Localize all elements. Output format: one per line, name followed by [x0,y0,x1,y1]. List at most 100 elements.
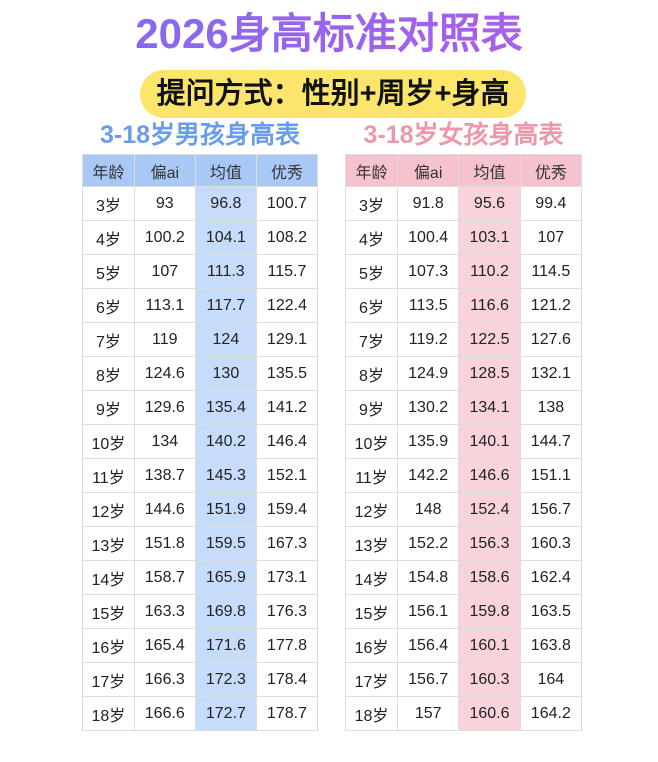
table-row: 16岁 165.4 171.6 177.8 [82,628,319,663]
table-row: 11岁 142.2 146.6 151.1 [345,458,583,493]
table-cell: 151.1 [519,458,583,493]
table-cell: 135.4 [194,390,257,425]
table-cell: 160.3 [519,526,583,561]
table-row: 15岁 156.1 159.8 163.5 [345,594,583,629]
table-cell: 111.3 [194,254,257,289]
table-row: 4岁 100.4 103.1 107 [345,220,583,255]
table-row: 8岁 124.9 128.5 132.1 [345,356,583,391]
table-cell: 100.4 [396,220,460,255]
table-cell: 107.3 [396,254,460,289]
table-cell: 117.7 [194,288,257,323]
table-cell: 169.8 [194,594,257,629]
table-cell: 93 [133,186,196,221]
table-cell: 173.1 [255,560,319,595]
table-cell: 110.2 [458,254,521,289]
table-cell: 100.2 [133,220,196,255]
table-cell: 158.6 [458,560,521,595]
table-cell: 140.2 [194,424,257,459]
table-row: 14岁 154.8 158.6 162.4 [345,560,583,595]
table-row: 16岁 156.4 160.1 163.8 [345,628,583,663]
table-row: 7岁 119.2 122.5 127.6 [345,322,583,357]
table-cell: 132.1 [519,356,583,391]
table-cell: 172.3 [194,662,257,697]
table-cell: 145.3 [194,458,257,493]
table-cell: 18岁 [82,696,135,731]
table-cell: 159.5 [194,526,257,561]
table-cell: 4岁 [82,220,135,255]
table-cell: 163.8 [519,628,583,663]
table-cell: 151.9 [194,492,257,527]
table-cell: 176.3 [255,594,319,629]
table-cell: 157 [396,696,460,731]
table-cell: 107 [133,254,196,289]
table-cell: 9岁 [345,390,398,425]
column-header: 偏ai [396,154,460,187]
table-cell: 18岁 [345,696,398,731]
table-cell: 171.6 [194,628,257,663]
table-cell: 116.6 [458,288,521,323]
table-row: 13岁 151.8 159.5 167.3 [82,526,319,561]
table-cell: 159.4 [255,492,319,527]
table-cell: 16岁 [82,628,135,663]
table-cell: 156.4 [396,628,460,663]
table-cell: 115.7 [255,254,319,289]
table-cell: 162.4 [519,560,583,595]
table-cell: 99.4 [519,186,583,221]
table-row: 4岁 100.2 104.1 108.2 [82,220,319,255]
table-row: 9岁 130.2 134.1 138 [345,390,583,425]
table-cell: 144.6 [133,492,196,527]
column-header: 年龄 [345,154,398,187]
table-row: 7岁 119 124 129.1 [82,322,319,357]
table-cell: 127.6 [519,322,583,357]
table-cell: 163.5 [519,594,583,629]
table-cell: 124.6 [133,356,196,391]
table-cell: 156.3 [458,526,521,561]
boys-table: 年龄 偏ai 均值 优秀 3岁 93 96.8 100.7 4岁 100.2 104.1 108.2 5… [82,154,319,731]
table-row: 10岁 135.9 140.1 144.7 [345,424,583,459]
table-cell: 142.2 [396,458,460,493]
table-row: 14岁 158.7 165.9 173.1 [82,560,319,595]
table-cell: 124 [194,322,257,357]
table-cell: 113.5 [396,288,460,323]
table-cell: 152.1 [255,458,319,493]
table-cell: 163.3 [133,594,196,629]
table-cell: 13岁 [82,526,135,561]
table-cell: 172.7 [194,696,257,731]
table-cell: 144.7 [519,424,583,459]
table-cell: 152.2 [396,526,460,561]
table-cell: 164 [519,662,583,697]
table-row: 10岁 134 140.2 146.4 [82,424,319,459]
table-cell: 91.8 [396,186,460,221]
column-header: 优秀 [519,154,583,187]
table-row: 5岁 107.3 110.2 114.5 [345,254,583,289]
table-cell: 159.8 [458,594,521,629]
table-cell: 160.3 [458,662,521,697]
table-cell: 129.6 [133,390,196,425]
table-cell: 146.6 [458,458,521,493]
table-cell: 119.2 [396,322,460,357]
table-row: 11岁 138.7 145.3 152.1 [82,458,319,493]
table-cell: 160.6 [458,696,521,731]
table-cell: 113.1 [133,288,196,323]
table-cell: 130.2 [396,390,460,425]
table-cell: 135.9 [396,424,460,459]
table-cell: 122.5 [458,322,521,357]
table-cell: 13岁 [345,526,398,561]
table-cell: 14岁 [345,560,398,595]
table-title: 3-18岁女孩身高表 [363,121,564,149]
table-cell: 134.1 [458,390,521,425]
table-cell: 154.8 [396,560,460,595]
table-cell: 148 [396,492,460,527]
table-cell: 6岁 [345,288,398,323]
title: 2026身高标准对照表 [0,4,658,64]
table-row: 6岁 113.5 116.6 121.2 [345,288,583,323]
table-cell: 12岁 [345,492,398,527]
table-cell: 108.2 [255,220,319,255]
table-cell: 8岁 [345,356,398,391]
table-cell: 165.9 [194,560,257,595]
table-cell: 156.1 [396,594,460,629]
table-cell: 11岁 [82,458,135,493]
table-cell: 156.7 [519,492,583,527]
table-row: 12岁 144.6 151.9 159.4 [82,492,319,527]
